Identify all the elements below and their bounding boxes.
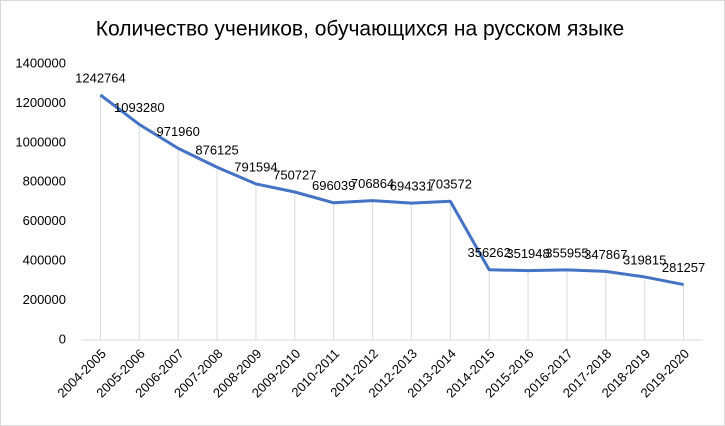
chart-title: Количество учеников, обучающихся на русс… (96, 18, 624, 41)
y-tick-label: 1400000 (15, 55, 66, 70)
data-label: 356262 (467, 245, 510, 260)
data-label: 281257 (662, 260, 705, 275)
y-tick-label: 800000 (23, 174, 66, 189)
data-label: 791594 (234, 159, 277, 174)
data-label: 1093280 (114, 100, 165, 115)
y-tick-label: 400000 (23, 253, 66, 268)
data-label: 351948 (506, 246, 549, 261)
data-label: 971960 (156, 124, 199, 139)
data-label: 706864 (351, 176, 394, 191)
data-label: 1242764 (75, 70, 126, 85)
data-label: 750727 (273, 167, 316, 182)
data-label: 703572 (429, 177, 472, 192)
data-label: 347867 (584, 247, 627, 262)
data-label: 696039 (312, 178, 355, 193)
y-tick-label: 0 (59, 331, 66, 346)
data-label: 319815 (623, 252, 666, 267)
data-label: 694331 (390, 179, 433, 194)
line-series (99, 93, 684, 287)
y-tick-label: 200000 (23, 292, 66, 307)
data-label: 355955 (545, 245, 588, 260)
y-tick-label: 600000 (23, 213, 66, 228)
y-tick-label: 1000000 (15, 134, 66, 149)
data-label: 876125 (195, 143, 238, 158)
y-tick-label: 1200000 (15, 95, 66, 110)
